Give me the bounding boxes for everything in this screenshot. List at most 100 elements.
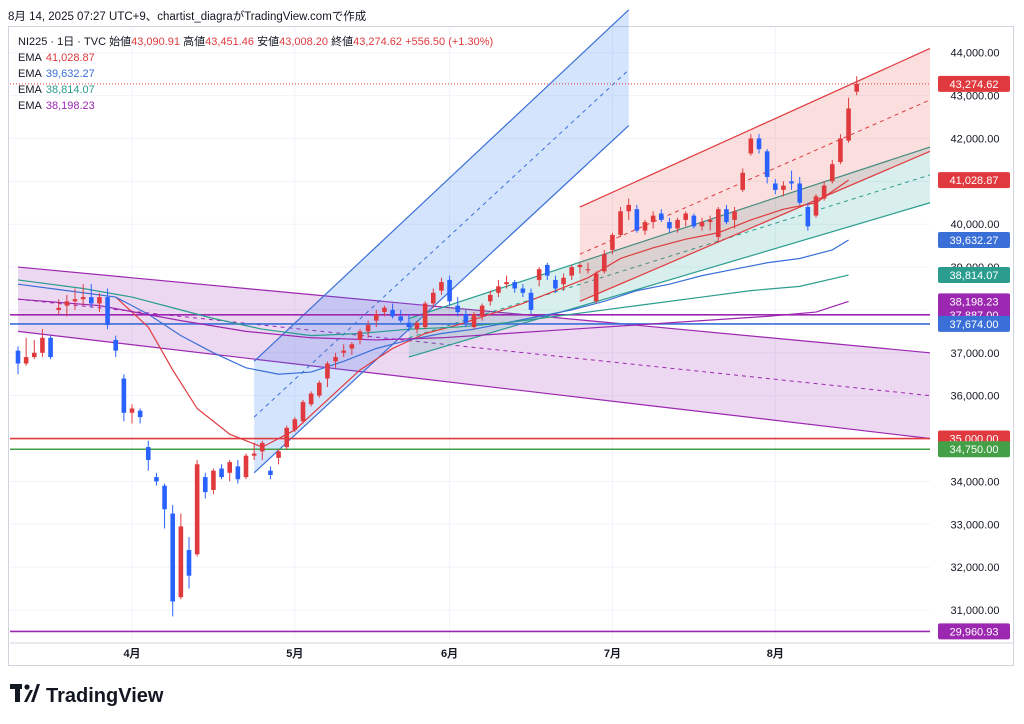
candle-body xyxy=(447,279,452,302)
candle-body xyxy=(553,279,558,289)
ema-label: EMA xyxy=(18,52,42,64)
candle-body xyxy=(243,455,249,478)
horizontal-lines xyxy=(10,83,930,633)
ema-value: 39,632.27 xyxy=(45,68,95,80)
candle-body xyxy=(715,209,721,238)
symbol-label[interactable]: NI225 · 1日 · TVC xyxy=(18,36,107,48)
candle-body xyxy=(724,209,729,223)
candle-body xyxy=(683,213,689,220)
candle-body xyxy=(772,183,778,190)
ema-line xyxy=(17,239,849,375)
channel-lower-line xyxy=(408,202,931,358)
candle-body xyxy=(699,222,705,227)
candle-body xyxy=(40,337,45,353)
candle-body xyxy=(422,303,428,328)
candle-body xyxy=(691,215,697,227)
price-tag-label: 37,674.00 xyxy=(950,319,999,331)
ema-value: 38,814.07 xyxy=(45,84,95,96)
candle-body xyxy=(390,309,395,317)
candle-body xyxy=(675,219,680,229)
price-tag-label: 43,274.62 xyxy=(950,79,999,91)
price-tags: 43,274.62 41,028.87 39,632.27 38,814.07 38,1… xyxy=(938,75,1010,640)
open-value: 43,090.91 xyxy=(131,36,181,48)
candle-body xyxy=(308,393,314,405)
candle-body xyxy=(365,324,371,332)
y-tick-label: 43,000.00 xyxy=(951,91,1000,103)
legend-ema-row[interactable]: EMA 38,198.23 xyxy=(18,98,493,114)
candle-body xyxy=(194,464,200,555)
candle-body xyxy=(658,213,664,220)
y-tick-label: 37,000.00 xyxy=(951,348,1000,360)
candle-body xyxy=(577,264,583,268)
candle-body xyxy=(211,470,216,490)
close-label: 終値 xyxy=(331,36,354,48)
legend-ema-row[interactable]: EMA 38,814.07 xyxy=(18,82,493,98)
candle-body xyxy=(235,466,241,480)
candle-body xyxy=(740,172,746,190)
candle-body xyxy=(561,277,566,285)
candle-body xyxy=(162,485,167,510)
channel-mid-line xyxy=(253,69,630,418)
candle-body xyxy=(618,211,623,235)
y-tick-label: 40,000.00 xyxy=(951,219,1000,231)
price-tag-box xyxy=(938,231,1010,248)
candle-body xyxy=(227,462,233,473)
ema-value: 41,028.87 xyxy=(45,52,95,64)
candle-body xyxy=(382,307,387,313)
ema-value: 38,198.23 xyxy=(45,100,95,112)
y-tick-label: 34,000.00 xyxy=(951,476,1000,488)
high-label: 高値 xyxy=(183,36,206,48)
price-tag-box xyxy=(938,293,1010,310)
candle-body xyxy=(219,468,224,478)
candle-body xyxy=(829,164,835,182)
candle-body xyxy=(846,108,851,141)
candle-body xyxy=(463,314,469,323)
candle-body xyxy=(284,427,290,448)
price-tag-label: 38,814.07 xyxy=(950,270,999,282)
candle-body xyxy=(178,526,184,598)
y-tick-label: 33,000.00 xyxy=(951,519,1000,531)
candle-body xyxy=(781,185,786,190)
price-tag-box xyxy=(938,172,1010,189)
candle-body xyxy=(268,470,273,475)
candle-body xyxy=(15,350,21,364)
channel-upper-line xyxy=(579,47,931,208)
candle-body xyxy=(56,307,62,310)
candle-body xyxy=(479,305,485,317)
channel-fill xyxy=(579,48,930,302)
legend-ema-row[interactable]: EMA 41,028.87 xyxy=(18,50,493,66)
candle-body xyxy=(756,138,762,150)
candle-body xyxy=(667,222,672,229)
candle-body xyxy=(292,419,298,430)
legend-ohlc-row: NI225 · 1日 · TVC 始値43,090.91 高値43,451.46… xyxy=(18,34,493,50)
candle-body xyxy=(137,410,143,418)
channel-fill xyxy=(18,267,930,439)
price-tag-label: 34,750.00 xyxy=(950,444,999,456)
change-value: +556.50 (+1.30%) xyxy=(405,36,494,48)
ema-lines xyxy=(17,179,849,448)
candle-body xyxy=(528,292,534,310)
high-value: 43,451.46 xyxy=(205,36,255,48)
candle-body xyxy=(854,83,860,92)
candle-body xyxy=(626,204,632,212)
candle-body xyxy=(593,273,599,302)
x-tick-label: 7月 xyxy=(604,647,621,660)
candle-body xyxy=(512,282,518,289)
tradingview-logo[interactable]: TradingView xyxy=(10,684,163,708)
candle-body xyxy=(610,234,615,250)
price-tag-box xyxy=(938,315,1010,332)
candle-body xyxy=(496,286,501,293)
candle-body xyxy=(349,344,355,349)
candle-body xyxy=(471,314,477,328)
y-tick-label: 42,000.00 xyxy=(951,133,1000,145)
candle-body xyxy=(325,363,330,379)
candle-body xyxy=(341,350,347,353)
candle-body xyxy=(732,211,737,220)
candle-body xyxy=(129,408,135,413)
legend-ema-row[interactable]: EMA 39,632.27 xyxy=(18,66,493,82)
candle-body xyxy=(145,447,151,460)
candle-body xyxy=(97,297,102,304)
candle-body xyxy=(80,297,86,300)
candle-body xyxy=(650,215,656,223)
